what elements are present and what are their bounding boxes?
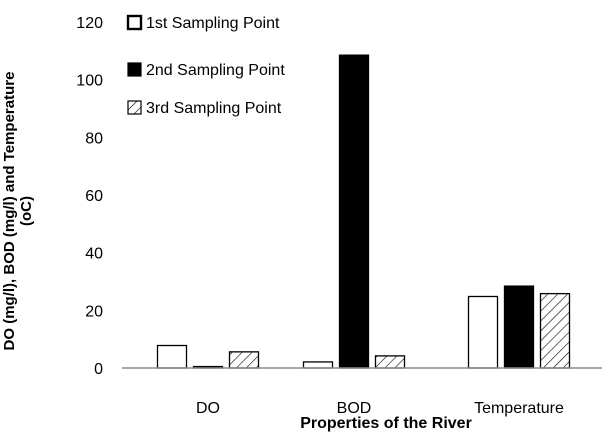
- bar: [228, 351, 260, 369]
- y-axis-title-line1: DO (mg/l), BOD (mg/l) and Temperature: [1, 72, 18, 351]
- x-axis-title: Properties of the River: [300, 415, 472, 432]
- y-tick-label: 100: [76, 73, 103, 90]
- bar: [374, 355, 406, 369]
- y-tick-label: 60: [85, 188, 103, 205]
- y-tick-label: 20: [85, 303, 103, 320]
- y-tick-label: 0: [94, 361, 103, 378]
- x-tick-labels: DO BOD Temperature: [196, 400, 564, 417]
- bar: [302, 361, 334, 369]
- y-axis-title-line2: (oC): [18, 196, 35, 226]
- bar: [503, 285, 535, 369]
- legend-swatch: [126, 14, 143, 31]
- y-tick-label: 120: [76, 15, 103, 32]
- bar: [156, 344, 188, 369]
- bar: [467, 295, 499, 369]
- bar: [338, 54, 370, 369]
- legend-swatch: [127, 62, 142, 77]
- bar-series: [156, 54, 571, 369]
- bar: [539, 292, 571, 369]
- x-tick-label: DO: [196, 400, 220, 417]
- x-tick-label: Temperature: [474, 400, 564, 417]
- legend-label: 1st Sampling Point: [146, 15, 280, 32]
- y-tick-label: 40: [85, 246, 103, 263]
- y-tick-labels: 0 20 40 60 80 100 120: [76, 15, 103, 378]
- legend-label: 3rd Sampling Point: [146, 100, 282, 117]
- legend-label: 2nd Sampling Point: [146, 62, 285, 79]
- y-tick-label: 80: [85, 130, 103, 147]
- legend-swatch: [127, 100, 142, 115]
- legend: 1st Sampling Point 2nd Sampling Point 3rd …: [126, 14, 285, 117]
- x-tick-label: BOD: [337, 400, 372, 417]
